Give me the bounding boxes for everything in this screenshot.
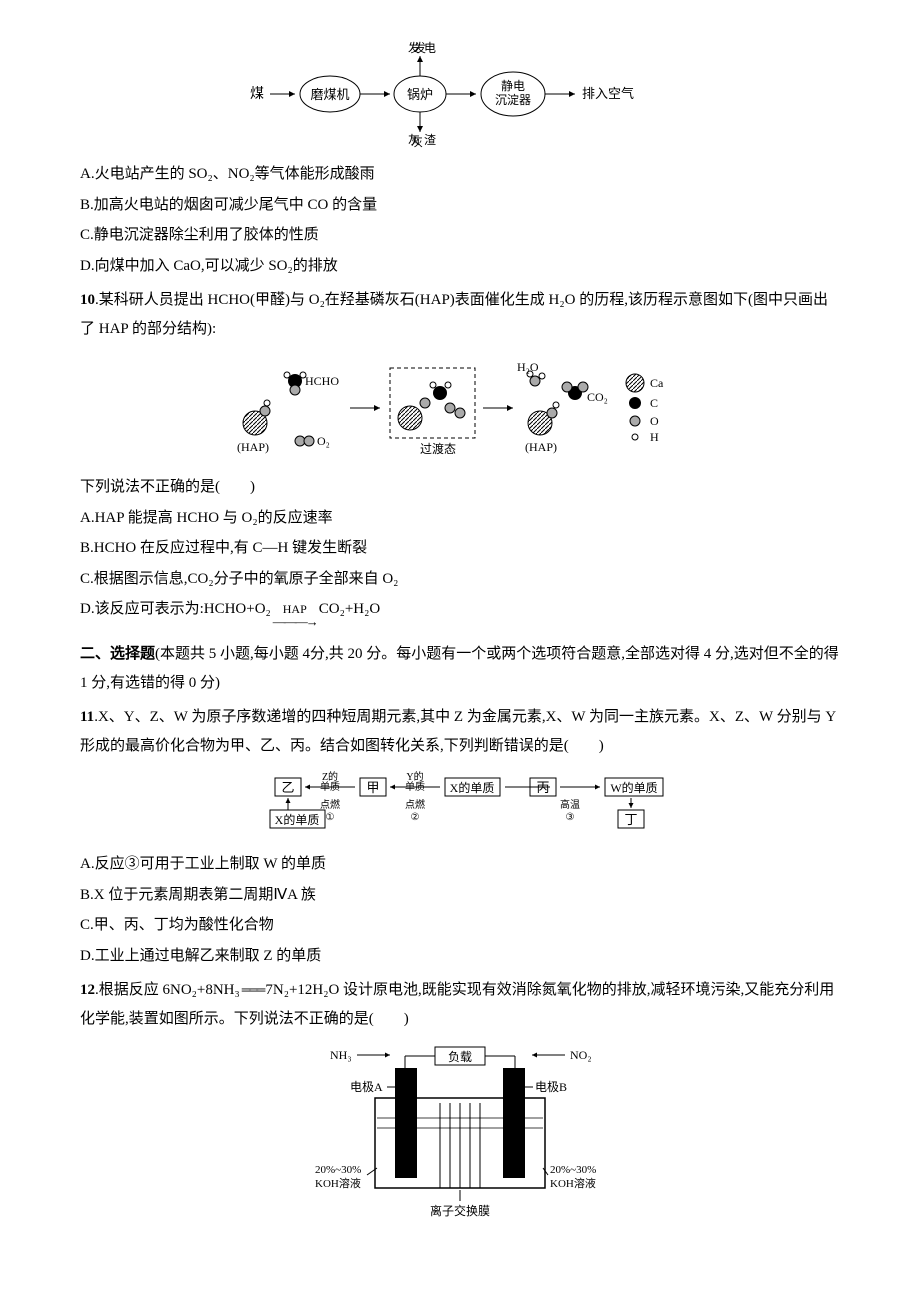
svg-text:W的单质: W的单质 xyxy=(610,780,657,795)
q9-opt-a: A.火电站产生的 SO₂、NO₂等气体能形成酸雨 xyxy=(80,160,840,189)
svg-text:20%~30%: 20%~30% xyxy=(550,1164,596,1176)
svg-text:沉淀器: 沉淀器 xyxy=(495,93,531,107)
q11-opt-d: D.工业上通过电解乙来制取 Z 的单质 xyxy=(80,942,840,971)
q10-text: 10.某科研人员提出 HCHO(甲醛)与 O₂在羟基磷灰石(HAP)表面催化生成… xyxy=(80,286,840,343)
q10-opt-c: C.根据图示信息,CO₂分子中的氧原子全部来自 O₂ xyxy=(80,565,840,594)
svg-text:CO₂: CO₂ xyxy=(587,390,608,404)
q11-num: 11 xyxy=(80,709,94,725)
svg-text:②: ② xyxy=(411,812,420,823)
svg-text:KOH溶液: KOH溶液 xyxy=(315,1176,361,1190)
q12-num: 12 xyxy=(80,982,95,998)
svg-text:过渡态: 过渡态 xyxy=(420,441,456,456)
q10-opt-a: A.HAP 能提高 HCHO 与 O₂的反应速率 xyxy=(80,504,840,533)
q10-opt-b: B.HCHO 在反应过程中,有 C—H 键发生断裂 xyxy=(80,534,840,563)
coal-label: 煤 xyxy=(250,86,264,102)
svg-text:HCHO: HCHO xyxy=(305,374,339,388)
svg-text:③: ③ xyxy=(566,812,575,823)
q11-transform-diagram: 乙 Z的 单质 甲 Y的 单质 X的单质 丙 W的单质 X的单质 点燃 ① 点燃… xyxy=(80,770,840,840)
svg-text:X的单质: X的单质 xyxy=(450,780,495,795)
q9-flow-diagram: 煤 磨煤机 锅炉 发 灰 发 电 灰 渣 静电 沉淀器 排入空气 xyxy=(80,40,840,150)
q9-opt-c: C.静电沉淀器除尘利用了胶体的性质 xyxy=(80,221,840,250)
svg-text:X的单质: X的单质 xyxy=(275,812,320,827)
svg-text:渣: 渣 xyxy=(424,133,436,147)
svg-text:H₂O: H₂O xyxy=(517,360,539,374)
svg-text:点燃: 点燃 xyxy=(320,798,340,811)
n1: 磨煤机 xyxy=(310,87,349,102)
svg-text:NH₃: NH₃ xyxy=(330,1048,352,1062)
svg-text:丁: 丁 xyxy=(624,812,637,827)
q9-opt-b: B.加高火电站的烟囱可减少尾气中 CO 的含量 xyxy=(80,191,840,220)
q11-opt-c: C.甲、丙、丁均为酸性化合物 xyxy=(80,911,840,940)
svg-text:KOH溶液: KOH溶液 xyxy=(550,1176,596,1190)
n2: 锅炉 xyxy=(407,87,433,102)
svg-text:20%~30%: 20%~30% xyxy=(315,1164,361,1176)
q12-text: 12.根据反应 6NO₂+8NH₃═══7N₂+12H₂O 设计原电池,既能实现… xyxy=(80,976,840,1033)
svg-text:C: C xyxy=(650,396,658,410)
svg-text:O₂: O₂ xyxy=(317,434,330,448)
svg-text:离子交换膜: 离子交换膜 xyxy=(430,1203,490,1218)
q11-opt-a: A.反应③可用于工业上制取 W 的单质 xyxy=(80,850,840,879)
svg-text:高温: 高温 xyxy=(560,798,580,811)
q9-opt-d: D.向煤中加入 CaO,可以减少 SO₂的排放 xyxy=(80,252,840,281)
svg-text:O: O xyxy=(650,414,659,428)
svg-text:电: 电 xyxy=(424,41,436,55)
svg-text:Ca: Ca xyxy=(650,376,664,390)
svg-text:单质: 单质 xyxy=(405,781,425,793)
svg-text:NO₂: NO₂ xyxy=(570,1048,592,1062)
q11-text: 11.X、Y、Z、W 为原子序数递增的四种短周期元素,其中 Z 为金属元素,X、… xyxy=(80,703,840,760)
svg-text:①: ① xyxy=(326,812,335,823)
svg-text:(HAP): (HAP) xyxy=(237,440,269,454)
q11-opt-b: B.X 位于元素周期表第二周期ⅣA 族 xyxy=(80,881,840,910)
q10-prompt: 下列说法不正确的是( ) xyxy=(80,473,840,502)
svg-text:甲: 甲 xyxy=(366,780,379,795)
svg-text:发: 发 xyxy=(408,40,420,55)
svg-text:电极A: 电极A xyxy=(350,1080,383,1094)
svg-text:H: H xyxy=(650,430,659,444)
q10-num: 10 xyxy=(80,292,95,308)
q12-cell-diagram: NH₃ NO₂ 负载 电极A 电极B 20%~30% KOH溶液 20%~30% xyxy=(80,1043,840,1223)
out-label: 排入空气 xyxy=(582,86,634,101)
q10-mechanism-diagram: (HAP) HCHO O₂ 过渡态 H₂O CO₂ (HAP) xyxy=(80,353,840,463)
svg-text:单质: 单质 xyxy=(320,781,340,793)
svg-text:灰: 灰 xyxy=(408,133,420,147)
svg-text:乙: 乙 xyxy=(281,780,294,795)
section2-head: 二、选择题(本题共 5 小题,每小题 4分,共 20 分。每小题有一个或两个选项… xyxy=(80,640,840,697)
svg-text:(HAP): (HAP) xyxy=(525,440,557,454)
q10-opt-d: D.该反应可表示为:HCHO+O₂HAP———→CO₂+H₂O xyxy=(80,595,840,628)
svg-text:电极B: 电极B xyxy=(535,1080,567,1094)
svg-text:静电: 静电 xyxy=(501,79,525,93)
svg-text:点燃: 点燃 xyxy=(405,798,425,811)
svg-text:丙: 丙 xyxy=(536,780,549,795)
svg-text:负载: 负载 xyxy=(448,1050,472,1064)
